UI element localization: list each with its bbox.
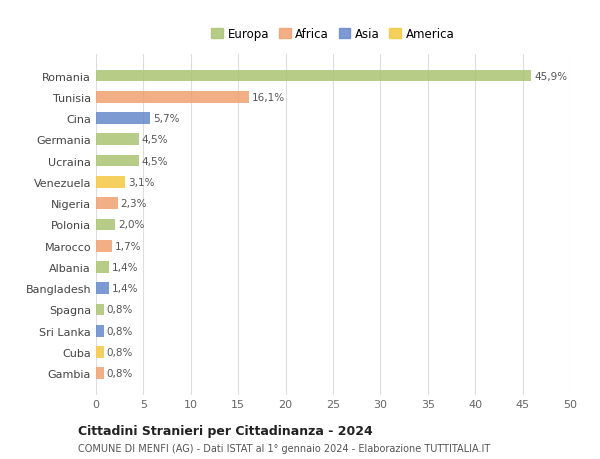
Legend: Europa, Africa, Asia, America: Europa, Africa, Asia, America [206,23,460,46]
Text: 1,4%: 1,4% [112,263,139,272]
Text: 1,7%: 1,7% [115,241,142,251]
Bar [96,368,104,379]
Bar [96,325,104,337]
Bar [96,177,125,188]
Text: 45,9%: 45,9% [534,71,567,81]
Bar [96,113,150,125]
Bar [96,156,139,167]
Text: 2,3%: 2,3% [121,199,147,209]
Bar [96,347,104,358]
Text: 0,8%: 0,8% [106,326,133,336]
Bar [96,262,109,273]
Text: 0,8%: 0,8% [106,305,133,315]
Bar [96,71,531,82]
Text: 0,8%: 0,8% [106,369,133,379]
Text: 4,5%: 4,5% [142,156,168,166]
Bar [96,134,139,146]
Text: Cittadini Stranieri per Cittadinanza - 2024: Cittadini Stranieri per Cittadinanza - 2… [78,424,373,437]
Bar [96,283,109,294]
Bar [96,219,115,231]
Text: 3,1%: 3,1% [128,178,155,187]
Bar [96,241,112,252]
Text: 4,5%: 4,5% [142,135,168,145]
Text: 0,8%: 0,8% [106,347,133,357]
Bar [96,92,248,103]
Text: COMUNE DI MENFI (AG) - Dati ISTAT al 1° gennaio 2024 - Elaborazione TUTTITALIA.I: COMUNE DI MENFI (AG) - Dati ISTAT al 1° … [78,443,490,453]
Text: 16,1%: 16,1% [251,93,284,102]
Text: 5,7%: 5,7% [153,114,179,124]
Bar [96,304,104,316]
Text: 1,4%: 1,4% [112,284,139,294]
Text: 2,0%: 2,0% [118,220,144,230]
Bar [96,198,118,209]
